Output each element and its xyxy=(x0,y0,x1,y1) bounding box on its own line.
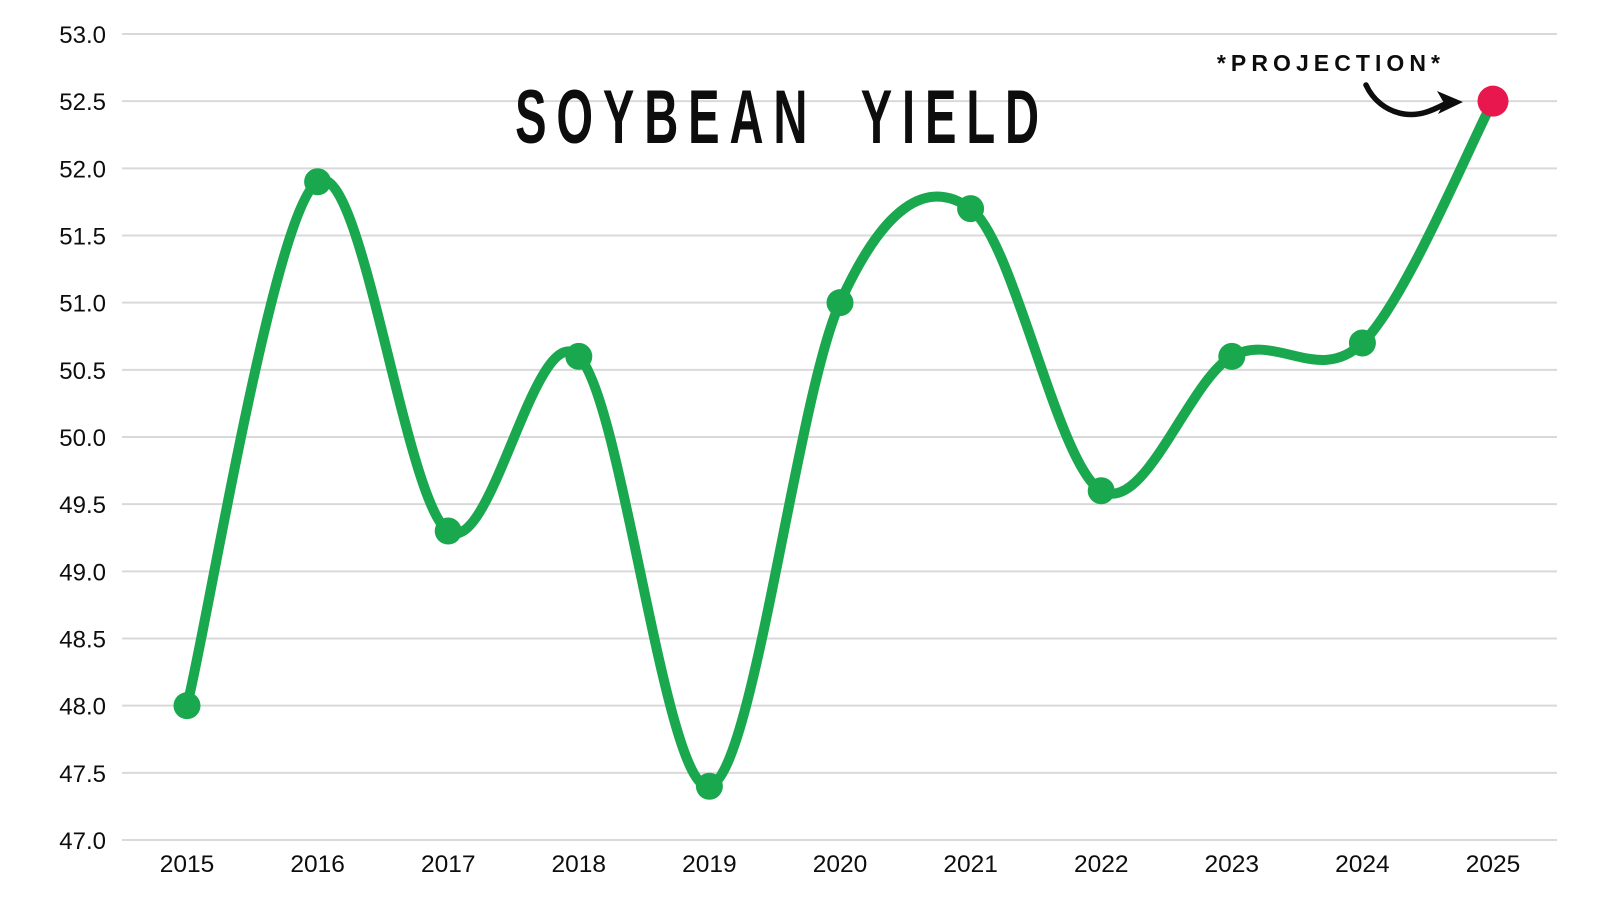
y-axis-tick-label: 51.5 xyxy=(59,224,106,251)
y-axis-tick-label: 50.5 xyxy=(59,358,106,385)
chart-title: SOYBEAN YIELD xyxy=(515,75,1049,160)
y-axis-tick-label: 52.0 xyxy=(59,156,106,183)
data-point-2015 xyxy=(173,692,201,720)
y-axis-tick-label: 49.0 xyxy=(59,559,106,586)
projection-annotation-label: *PROJECTION* xyxy=(1216,50,1446,76)
y-axis-tick-label: 51.0 xyxy=(59,291,106,318)
y-axis-tick-label: 52.5 xyxy=(59,89,106,116)
x-axis-tick-label: 2022 xyxy=(1074,851,1129,878)
y-axis-tick-label: 50.0 xyxy=(59,425,106,452)
data-point-2021 xyxy=(957,195,985,223)
x-axis-tick-label: 2021 xyxy=(943,851,998,878)
data-point-2023 xyxy=(1218,342,1246,370)
x-axis-tick-label: 2025 xyxy=(1466,851,1521,878)
data-point-2018 xyxy=(565,342,593,370)
y-axis-tick-label: 47.0 xyxy=(59,828,106,855)
x-axis-tick-label: 2018 xyxy=(552,851,607,878)
x-axis-tick-label: 2017 xyxy=(421,851,476,878)
y-axis-tick-label: 47.5 xyxy=(59,761,106,788)
data-point-2022 xyxy=(1087,477,1115,505)
y-axis-tick-label: 48.5 xyxy=(59,627,106,654)
data-point-2020 xyxy=(826,289,854,317)
projection-data-point xyxy=(1477,85,1509,117)
x-axis-tick-label: 2019 xyxy=(682,851,737,878)
data-point-2024 xyxy=(1348,329,1376,357)
y-axis-tick-label: 53.0 xyxy=(59,22,106,49)
x-axis-tick-label: 2016 xyxy=(290,851,345,878)
x-axis-tick-label: 2020 xyxy=(813,851,868,878)
data-point-2016 xyxy=(304,168,332,196)
yield-line xyxy=(182,96,1498,792)
x-axis-tick-label: 2015 xyxy=(160,851,215,878)
x-axis-tick-label: 2024 xyxy=(1335,851,1390,878)
y-axis-tick-label: 48.0 xyxy=(59,694,106,721)
data-point-2017 xyxy=(434,517,462,545)
x-axis-tick-label: 2023 xyxy=(1205,851,1260,878)
projection-arrowhead-icon xyxy=(1437,91,1463,114)
projection-arrow-icon xyxy=(1363,82,1447,118)
data-point-2019 xyxy=(695,772,723,800)
y-axis-tick-label: 49.5 xyxy=(59,492,106,519)
